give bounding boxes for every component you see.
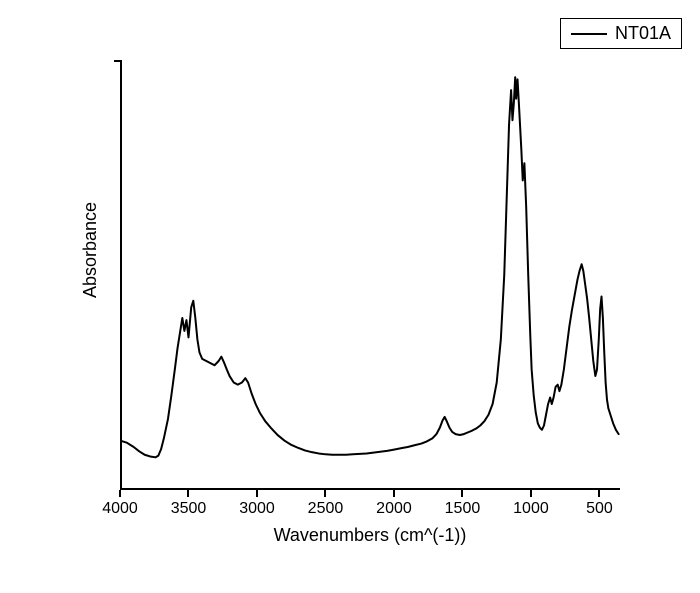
x-tick <box>256 490 258 497</box>
x-tick <box>393 490 395 497</box>
x-tick <box>119 490 121 497</box>
spectrum-figure: NT01A 4000 3500 3000 2500 2000 1500 1000 500 Wa… <box>0 0 700 593</box>
x-tick-label: 4000 <box>90 500 150 518</box>
x-tick-label: 3000 <box>227 500 287 518</box>
plot-area <box>120 60 620 490</box>
x-tick <box>530 490 532 497</box>
legend-label: NT01A <box>615 23 671 44</box>
x-tick <box>324 490 326 497</box>
x-tick <box>461 490 463 497</box>
legend-line-sample <box>571 33 607 35</box>
x-tick-label: 2500 <box>295 500 355 518</box>
y-axis-label: Absorbance <box>80 140 101 360</box>
spectrum-line <box>120 60 620 490</box>
legend-box: NT01A <box>560 18 682 49</box>
x-tick <box>187 490 189 497</box>
x-tick-label: 3500 <box>158 500 218 518</box>
x-tick-label: 1000 <box>501 500 561 518</box>
x-tick <box>598 490 600 497</box>
x-tick-label: 2000 <box>364 500 424 518</box>
x-tick-label: 1500 <box>432 500 492 518</box>
x-axis-label: Wavenumbers (cm^(-1)) <box>120 525 620 546</box>
x-tick-label: 500 <box>569 500 629 518</box>
